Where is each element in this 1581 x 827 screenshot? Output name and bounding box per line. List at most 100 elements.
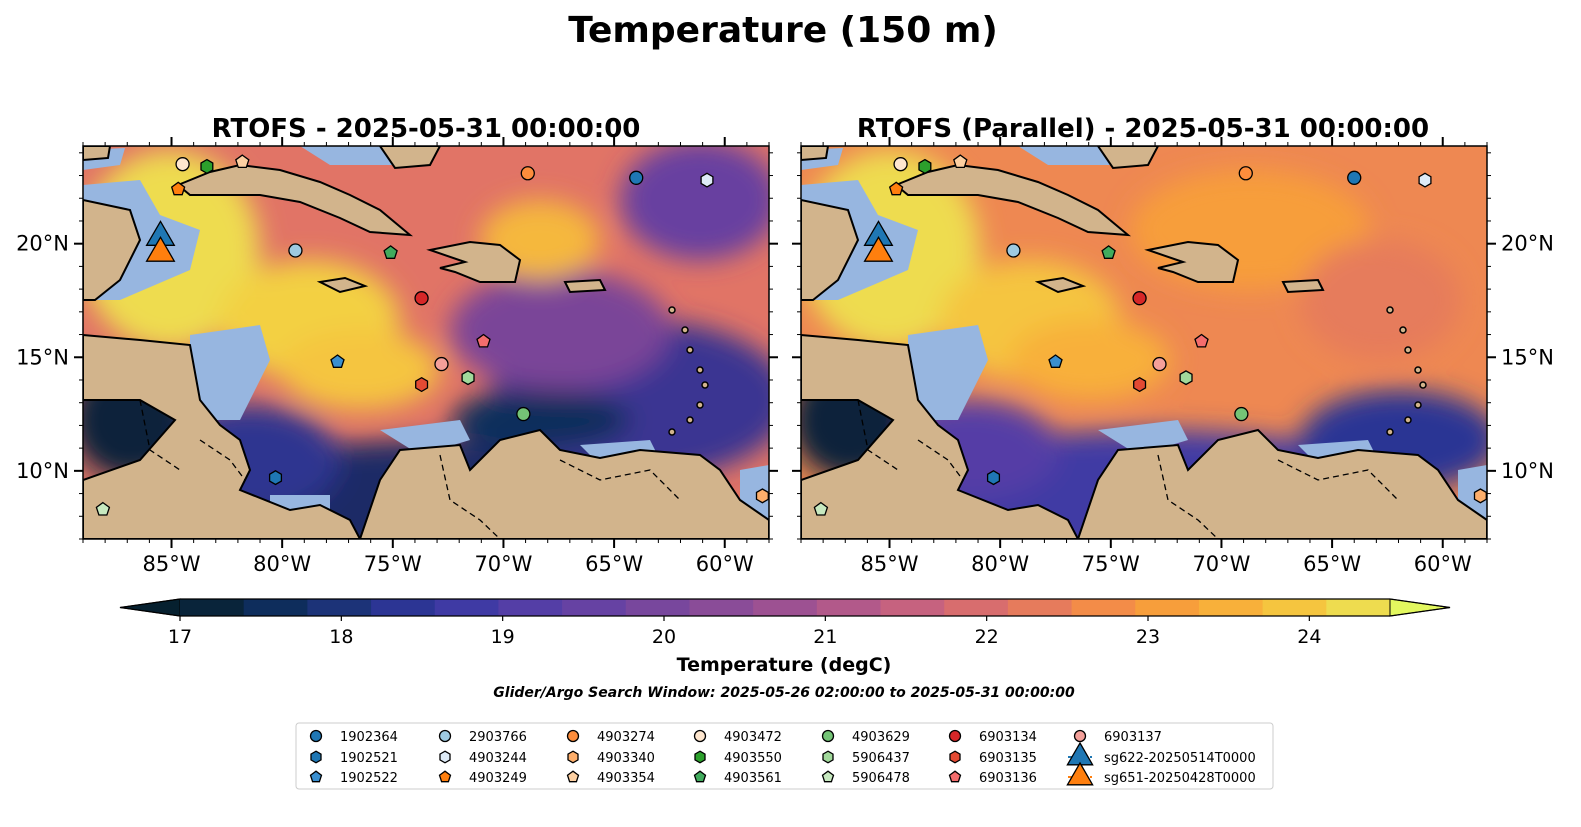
island-arc	[1386, 306, 1427, 436]
colorbar-segment	[1326, 599, 1391, 616]
colorbar-segment	[1071, 599, 1136, 616]
legend-label: 4903629	[852, 730, 910, 745]
float-marker-4903472	[893, 157, 908, 172]
float-marker-6903134	[414, 291, 429, 306]
lat-tick-label: 20°N	[16, 232, 69, 256]
colorbar: 17 18 19 20 21 22 23 24 Temperature (degC)	[119, 598, 1451, 676]
lon-tick-label: 60°W	[696, 552, 754, 576]
float-marker-4903550	[918, 158, 932, 175]
panel-title: RTOFS - 2025-05-31 00:00:00	[212, 114, 641, 144]
legend-frame	[295, 722, 1274, 790]
legend-entry: 4903244	[439, 750, 527, 766]
float-marker-4903561	[1101, 245, 1116, 259]
float-marker-6903136	[476, 333, 491, 348]
float-marker-4903274	[520, 166, 535, 181]
axis-ticks: 85°W 80°W 75°W 70°W 65°W 60°W 20°N 15°N 10°N	[792, 137, 1554, 576]
legend-entry: 4903249	[438, 770, 527, 786]
colorbar-segment	[880, 599, 945, 616]
float-marker-6903135	[415, 376, 429, 393]
colorbar-segment	[753, 599, 818, 616]
legend-marker-5906437	[822, 750, 834, 764]
legend-entry: sg651-20250428T0000	[1066, 761, 1256, 786]
legend-label: 4903340	[597, 751, 655, 766]
legend-label: 4903561	[724, 771, 782, 786]
colorbar-tick-label: 19	[491, 626, 515, 648]
float-marker-5906437	[1179, 370, 1193, 386]
legend-entry: 6903135	[949, 750, 1037, 766]
float-marker-6903137	[434, 356, 449, 372]
legend-label: 4903244	[469, 751, 527, 766]
float-marker-2903766	[288, 243, 303, 258]
legend-marker-6903136	[948, 770, 962, 783]
land-puerto-rico	[1281, 278, 1325, 294]
legend-entry: sg622-20250514T0000	[1066, 741, 1256, 766]
legend-marker-5906478	[821, 770, 835, 783]
panel-title: RTOFS (Parallel) - 2025-05-31 00:00:00	[857, 114, 1429, 144]
colorbar-tick-label: 22	[975, 626, 999, 648]
colorbar-segment	[371, 599, 436, 616]
colorbar-segment	[243, 599, 308, 616]
colorbar-ticks: 17 18 19 20 21 22 23 24	[168, 616, 1321, 648]
land-puerto-rico	[563, 278, 607, 294]
legend-marker-1902521	[310, 750, 322, 764]
float-marker-4903249	[170, 181, 186, 196]
float-marker-4903340	[1473, 488, 1487, 504]
lon-tick-label: 80°W	[253, 552, 311, 576]
legend-label: 6903137	[1104, 730, 1162, 745]
land-central-america	[801, 333, 1080, 539]
colorbar-segment	[816, 599, 882, 616]
legend-entry: 4903629	[821, 729, 910, 745]
colorbar-extend-high	[1389, 598, 1451, 617]
legend-marker-4903274	[566, 729, 580, 743]
legend-marker-4903249	[438, 770, 452, 783]
lat-tick-label: 10°N	[1501, 459, 1554, 483]
legend-entry: 1902522	[309, 770, 398, 786]
legend-label: 6903136	[979, 771, 1037, 786]
lat-tick-label: 15°N	[16, 345, 69, 369]
float-marker-4903354	[235, 154, 250, 169]
colorbar-segment	[1262, 599, 1327, 616]
country-borders	[139, 399, 681, 539]
legend-marker-sg651-20250428T0000	[1066, 761, 1094, 786]
map-frame	[800, 145, 1488, 540]
legend-label: 5906478	[852, 771, 910, 786]
legend-label: 4903249	[469, 771, 527, 786]
legend-entry: 6903137	[1073, 729, 1162, 745]
lat-tick-label: 10°N	[16, 459, 69, 483]
lon-tick-label: 70°W	[474, 552, 532, 576]
colorbar-segment	[1007, 599, 1073, 616]
land-yucatan	[801, 198, 860, 301]
legend-entry: 5906478	[821, 770, 910, 786]
legend-marker-4903472	[693, 729, 707, 743]
float-marker-1902522	[1048, 354, 1063, 368]
float-marker-4903274	[1238, 166, 1253, 181]
colorbar-extend-low	[119, 598, 181, 617]
legend-marker-1902522	[309, 770, 323, 783]
float-marker-6903135	[1133, 376, 1147, 393]
land-masses	[83, 146, 769, 539]
land-gulf-coast	[801, 146, 830, 162]
map-panel-rtofs: RTOFS - 2025-05-31 00:00:00	[16, 114, 778, 576]
colorbar-segment	[180, 599, 245, 616]
colorbar-tick-label: 20	[652, 626, 676, 648]
legend-entry: 5906437	[822, 750, 910, 766]
legend-marker-4903244	[439, 750, 451, 764]
legend: 1902364 1902521 1902522 2903766 4903244 49032…	[295, 722, 1274, 790]
colorbar-segment	[625, 599, 691, 616]
land-jamaica	[316, 276, 369, 294]
colorbar-segment	[1135, 599, 1200, 616]
legend-marker-4903629	[821, 729, 835, 743]
colorbar-segment	[944, 599, 1009, 616]
land-masses	[801, 146, 1487, 539]
land-bahamas	[378, 146, 442, 170]
legend-label: 5906437	[852, 751, 910, 766]
legend-label: 2903766	[469, 730, 527, 745]
legend-entry: 4903550	[694, 750, 782, 766]
legend-entry: 4903274	[566, 729, 655, 745]
float-marker-4903244	[1418, 172, 1432, 188]
colorbar-tick-label: 18	[329, 626, 353, 648]
float-marker-1902521	[268, 470, 283, 486]
land-south-america	[358, 428, 769, 539]
lon-tick-label: 70°W	[1192, 552, 1250, 576]
